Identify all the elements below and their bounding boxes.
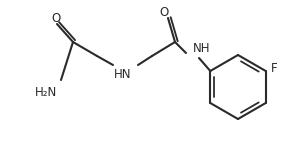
Text: O: O xyxy=(160,6,168,18)
Text: H₂N: H₂N xyxy=(35,85,57,98)
Text: O: O xyxy=(51,12,61,24)
Text: HN: HN xyxy=(114,69,132,82)
Text: F: F xyxy=(270,61,277,75)
Text: NH: NH xyxy=(193,42,211,55)
